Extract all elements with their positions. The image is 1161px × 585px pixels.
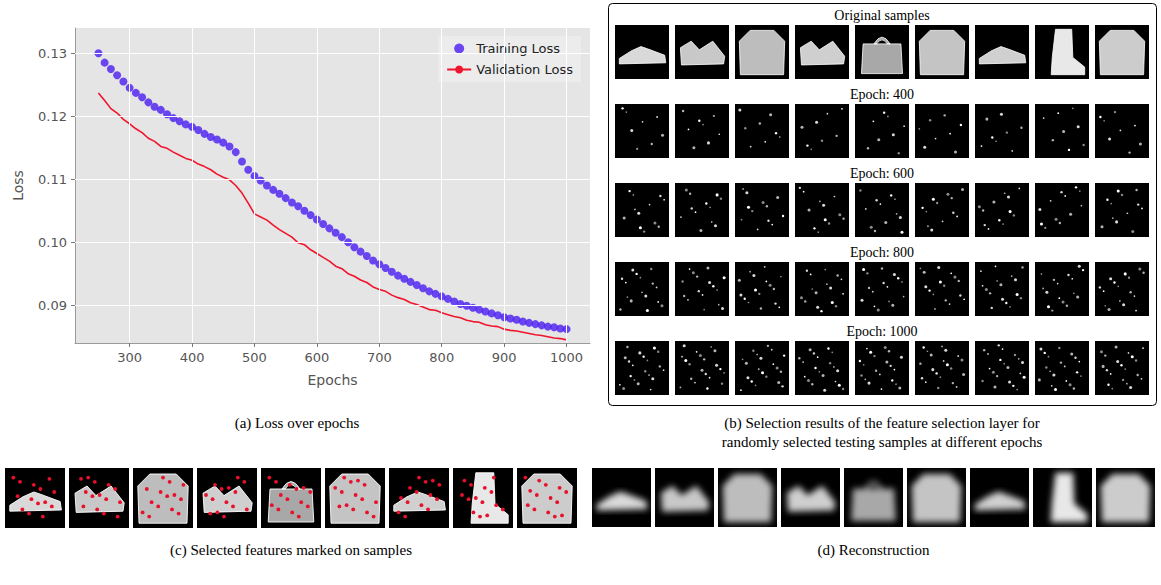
svg-text:Epochs: Epochs [307, 372, 357, 388]
svg-text:900: 900 [492, 350, 517, 365]
svg-text:Training Loss: Training Loss [476, 41, 561, 56]
svg-text:Epoch: 400: Epoch: 400 [850, 87, 914, 102]
svg-text:500: 500 [242, 350, 267, 365]
svg-text:800: 800 [429, 350, 454, 365]
svg-text:Loss: Loss [10, 170, 26, 201]
svg-text:Validation Loss: Validation Loss [476, 62, 573, 77]
svg-text:(b) Selection results of the f: (b) Selection results of the feature sel… [724, 415, 1040, 432]
svg-text:1000: 1000 [550, 350, 583, 365]
svg-text:(a) Loss over epochs: (a) Loss over epochs [235, 415, 360, 432]
svg-text:700: 700 [367, 350, 392, 365]
svg-text:Epoch: 800: Epoch: 800 [850, 245, 914, 260]
svg-text:(c) Selected features marked o: (c) Selected features marked on samples [170, 542, 412, 559]
svg-text:0.13: 0.13 [38, 46, 67, 61]
svg-text:Original samples: Original samples [834, 8, 929, 23]
svg-text:600: 600 [304, 350, 329, 365]
svg-text:Epoch: 600: Epoch: 600 [850, 166, 914, 181]
svg-text:0.12: 0.12 [38, 109, 67, 124]
svg-text:(d) Reconstruction: (d) Reconstruction [817, 542, 930, 559]
svg-text:400: 400 [180, 350, 205, 365]
svg-text:randomly selected testing samp: randomly selected testing samples at dif… [722, 434, 1043, 450]
svg-text:Epoch: 1000: Epoch: 1000 [846, 324, 917, 339]
svg-text:300: 300 [117, 350, 142, 365]
svg-text:0.11: 0.11 [38, 172, 67, 187]
svg-text:0.10: 0.10 [38, 235, 67, 250]
svg-text:0.09: 0.09 [38, 298, 67, 313]
